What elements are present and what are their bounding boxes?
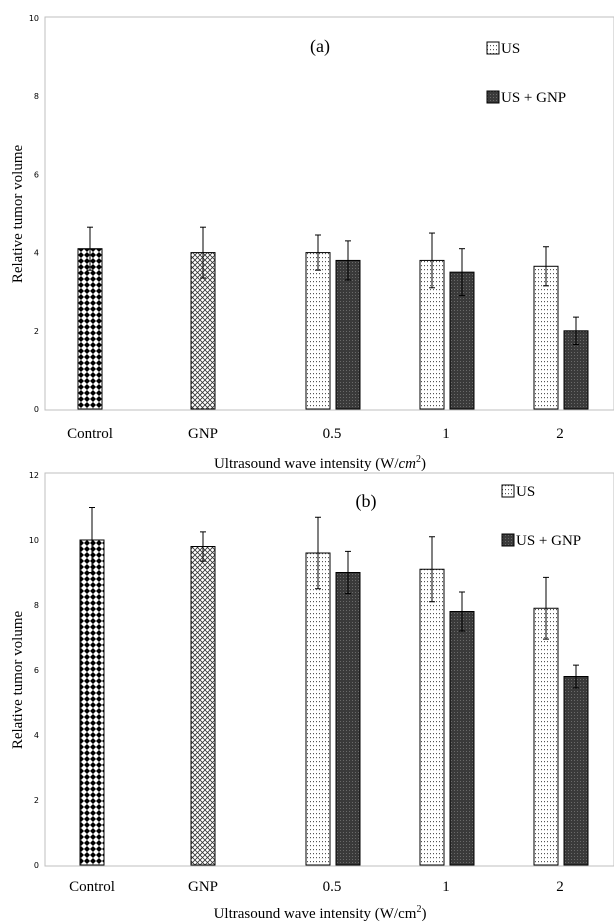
legend-swatch-us-gnp	[486, 90, 500, 104]
bar-control-control	[79, 539, 105, 866]
error-bar-1-us	[429, 232, 435, 289]
bar-1-us-gnp	[449, 611, 475, 866]
x-axis: Control GNP 0.5 1 2	[67, 426, 564, 442]
bar-gnp-gnp	[190, 252, 216, 410]
y-tick-label: 2	[34, 327, 39, 336]
x-tick-label-2: 2	[556, 879, 564, 895]
bar-0-5-us-gnp	[335, 572, 361, 866]
error-bar-2-us	[543, 576, 549, 640]
y-tick-label: 0	[34, 861, 39, 870]
y-tick-label: 4	[34, 249, 39, 258]
x-axis-label: Ultrasound wave intensity (W/cm2)	[214, 904, 427, 922]
x-tick-label-gnp: GNP	[188, 426, 218, 442]
x-tick-label-control: Control	[67, 426, 113, 442]
x-axis-label-close: )	[421, 906, 426, 922]
bar-0-5-us-gnp	[335, 259, 361, 410]
x-tick-label-1: 1	[442, 426, 450, 442]
x-tick-label-2: 2	[556, 426, 564, 442]
legend: US US + GNP	[486, 41, 566, 106]
error-bar-2-us	[543, 246, 549, 287]
bar-1-us-gnp	[449, 271, 475, 410]
y-tick-label: 10	[29, 14, 39, 23]
x-tick-label-gnp: GNP	[188, 879, 218, 895]
legend-swatch-us	[486, 41, 500, 55]
legend-swatch-us	[501, 484, 515, 498]
error-bar-0-5-us	[315, 234, 321, 271]
y-tick-label: 2	[34, 796, 39, 805]
y-axis: 0 2 4 6 8 10	[29, 14, 39, 414]
x-tick-label-0-5: 0.5	[323, 879, 342, 895]
x-axis-label-sup: 2	[416, 904, 421, 915]
x-tick-label-control: Control	[69, 879, 115, 895]
plot-frame	[44, 472, 614, 867]
y-tick-label: 8	[34, 92, 39, 101]
y-tick-label: 12	[29, 471, 39, 480]
x-axis-label-main: Ultrasound wave intensity (W/	[214, 456, 399, 472]
y-axis-label: Relative tumor volume	[10, 611, 26, 750]
error-bar-gnp-gnp	[200, 531, 206, 562]
bar-1-us	[419, 568, 445, 866]
bars	[79, 507, 589, 866]
legend-swatch-us-gnp	[501, 533, 515, 547]
error-bar-control-control	[87, 226, 93, 271]
chart-title: (a)	[310, 36, 330, 57]
x-axis-label-close: )	[421, 456, 426, 472]
legend-label-us-gnp: US + GNP	[501, 90, 566, 106]
error-bar-1-us-gnp	[459, 248, 465, 297]
x-axis-label-main: Ultrasound wave intensity (W/cm	[214, 906, 417, 922]
error-bar-1-us	[429, 536, 435, 603]
error-bar-control-control	[89, 507, 95, 573]
legend-label-us: US	[516, 484, 535, 500]
error-bar-0-5-us-gnp	[345, 240, 351, 281]
bar-0-5-us	[305, 252, 331, 410]
y-tick-label: 10	[29, 536, 39, 545]
y-tick-label: 8	[34, 601, 39, 610]
bar-1-us	[419, 259, 445, 410]
y-axis-label: Relative tumor volume	[10, 145, 26, 284]
legend: US US + GNP	[501, 484, 581, 549]
bar-control-control	[77, 248, 103, 410]
bar-0-5-us	[305, 552, 331, 866]
error-bar-0-5-us	[315, 516, 321, 590]
bar-gnp-gnp	[190, 546, 216, 866]
x-axis-label-sup: 2	[416, 454, 421, 465]
bar-2-us	[533, 265, 559, 410]
x-axis-label-unit: cm	[399, 456, 417, 472]
y-tick-label: 6	[34, 666, 39, 675]
bar-2-us-gnp	[563, 676, 589, 866]
bar-2-us	[533, 607, 559, 866]
chart-title: (b)	[356, 491, 377, 512]
y-axis: 0 2 4 6 8 10 12	[29, 471, 39, 870]
x-tick-label-0-5: 0.5	[323, 426, 342, 442]
x-axis-label: Ultrasound wave intensity (W/cm2)	[214, 454, 426, 472]
x-tick-label-1: 1	[442, 879, 450, 895]
error-bar-0-5-us-gnp	[345, 550, 351, 595]
error-bar-1-us-gnp	[459, 591, 465, 632]
legend-label-us-gnp: US + GNP	[516, 533, 581, 549]
error-bar-gnp-gnp	[200, 226, 206, 279]
plot-frame	[44, 16, 614, 411]
y-tick-label: 0	[34, 405, 39, 414]
y-tick-label: 4	[34, 731, 39, 740]
legend-label-us: US	[501, 41, 520, 57]
error-bar-2-us-gnp	[573, 664, 579, 689]
x-axis: Control GNP 0.5 1 2	[69, 879, 564, 895]
y-tick-label: 6	[34, 170, 39, 179]
bars	[77, 226, 589, 410]
error-bar-2-us-gnp	[573, 316, 579, 345]
